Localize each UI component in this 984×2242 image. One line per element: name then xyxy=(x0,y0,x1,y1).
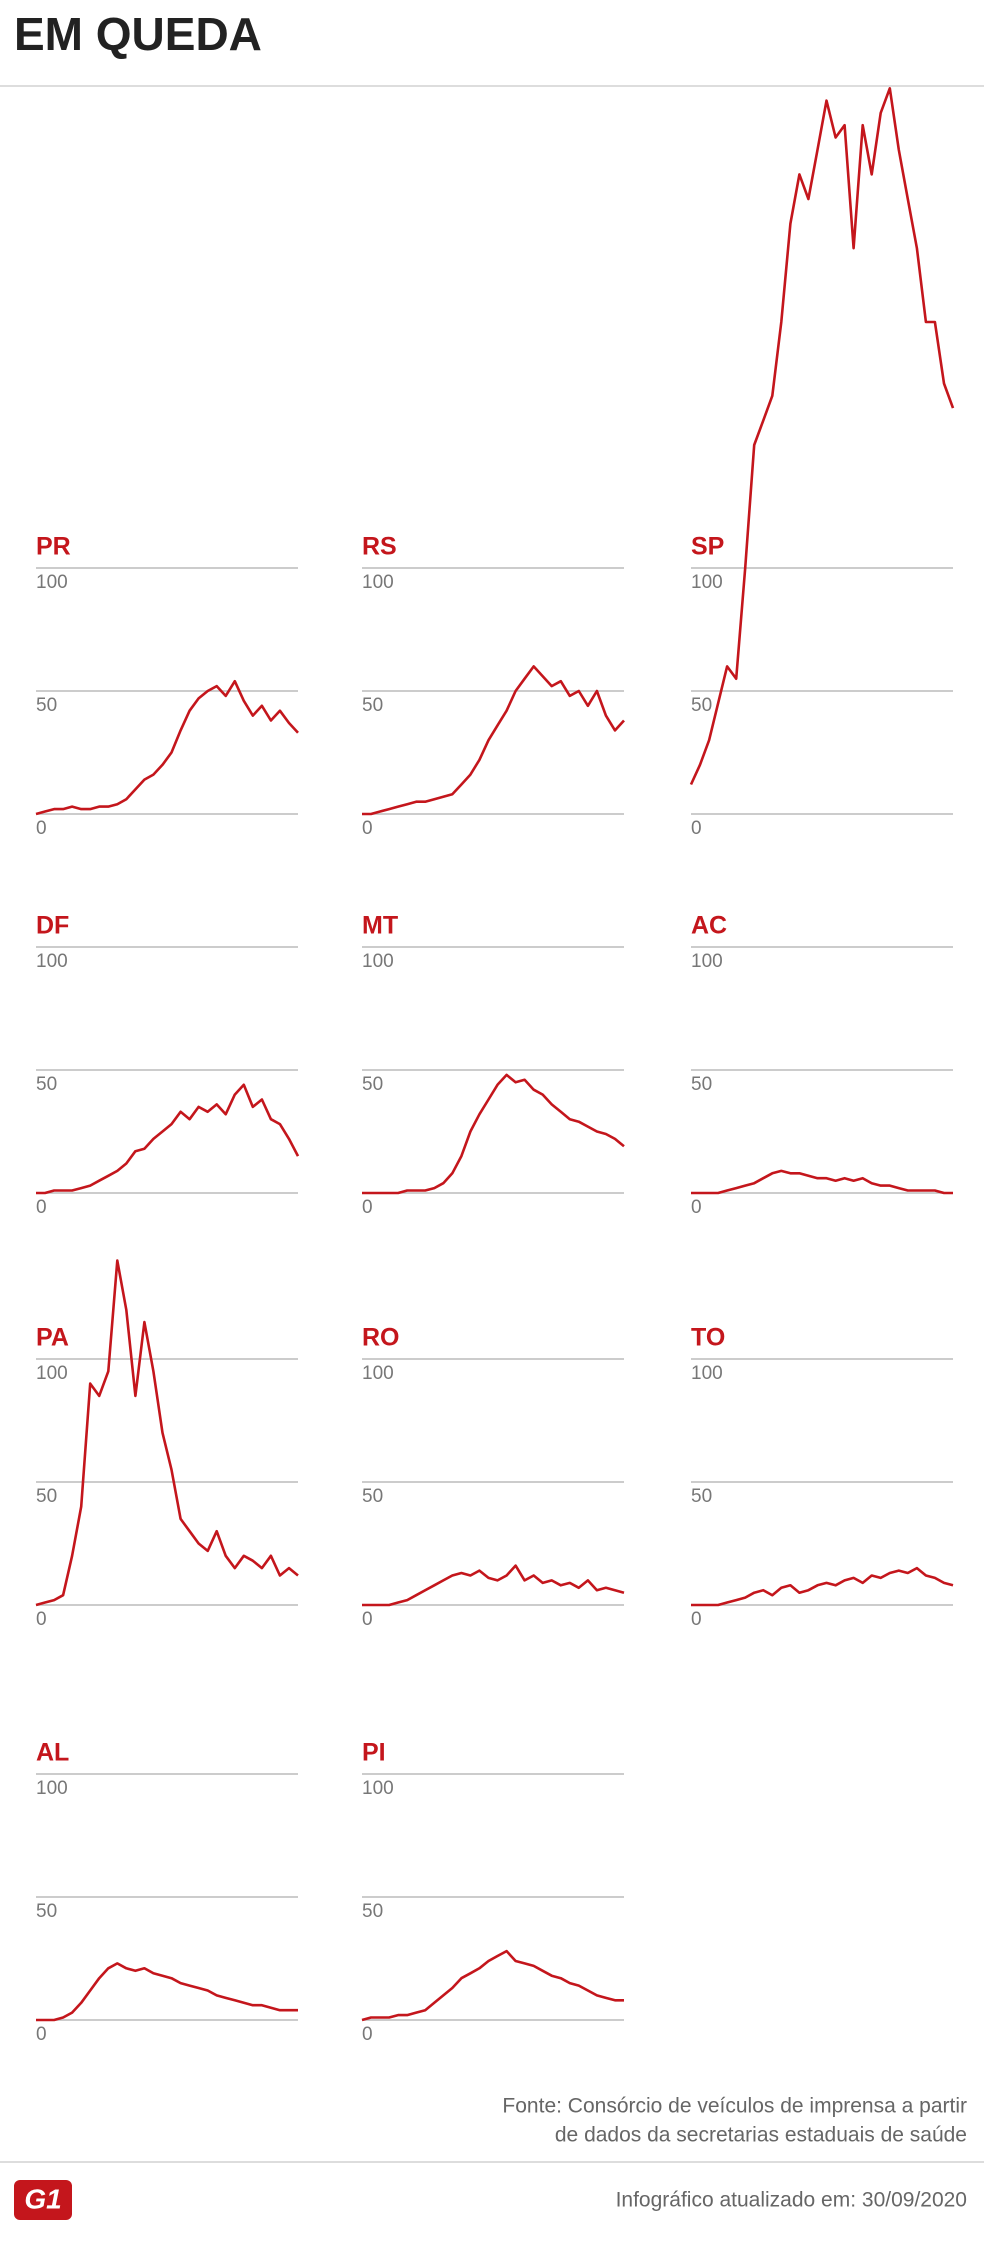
y-tick-label: 100 xyxy=(362,1363,394,1384)
y-tick-label: 0 xyxy=(362,1609,373,1630)
data-line xyxy=(362,1073,625,1195)
y-tick-label: 100 xyxy=(691,1363,723,1384)
updated-note: Infográfico atualizado em: 30/09/2020 xyxy=(616,2189,967,2212)
y-tick-label: 0 xyxy=(36,1197,47,1218)
y-tick-label: 100 xyxy=(691,951,723,972)
panel-title: SP xyxy=(691,533,724,561)
y-tick-label: 50 xyxy=(362,1901,383,1922)
y-tick-label: 50 xyxy=(36,1486,57,1507)
logo: G1 xyxy=(24,2183,61,2214)
y-tick-label: 0 xyxy=(36,1609,47,1630)
y-tick-label: 0 xyxy=(36,818,47,839)
y-tick-label: 100 xyxy=(36,1778,68,1799)
y-tick-label: 50 xyxy=(36,1901,57,1922)
y-tick-label: 0 xyxy=(36,2024,47,2045)
data-line xyxy=(361,1949,624,2022)
y-tick-label: 50 xyxy=(691,695,712,716)
y-tick-label: 50 xyxy=(36,1074,57,1095)
panel-title: AC xyxy=(691,912,727,940)
y-tick-label: 100 xyxy=(36,1363,68,1384)
source-line: de dados da secretarias estaduais de saú… xyxy=(555,2124,967,2147)
data-line xyxy=(362,665,625,816)
y-tick-label: 100 xyxy=(362,572,394,593)
source-line: Fonte: Consórcio de veículos de imprensa… xyxy=(502,2095,967,2118)
y-tick-label: 100 xyxy=(36,572,68,593)
y-tick-label: 50 xyxy=(36,695,57,716)
data-line xyxy=(36,1083,300,1195)
panel-title: PR xyxy=(36,533,71,561)
y-tick-label: 50 xyxy=(362,1074,383,1095)
y-tick-label: 0 xyxy=(362,2024,373,2045)
panel-title: AL xyxy=(36,1739,69,1767)
y-tick-label: 0 xyxy=(362,818,373,839)
panel-title: MT xyxy=(362,912,398,940)
y-tick-label: 50 xyxy=(362,1486,383,1507)
panel-title: RS xyxy=(362,533,397,561)
panel-title: DF xyxy=(36,912,69,940)
y-tick-label: 0 xyxy=(362,1197,373,1218)
panel-title: PI xyxy=(362,1739,386,1767)
y-tick-label: 100 xyxy=(362,951,394,972)
data-line xyxy=(691,1169,953,1195)
data-line xyxy=(362,1564,625,1607)
panel-title: TO xyxy=(691,1324,725,1352)
data-line xyxy=(36,1962,298,2022)
data-line xyxy=(35,1259,299,1607)
y-tick-label: 0 xyxy=(691,1609,702,1630)
data-line xyxy=(691,1566,954,1607)
data-line xyxy=(689,87,955,786)
y-tick-label: 50 xyxy=(691,1486,712,1507)
y-tick-label: 0 xyxy=(691,818,702,839)
panel-title: RO xyxy=(362,1324,400,1352)
logo-box xyxy=(14,2180,72,2220)
y-tick-label: 50 xyxy=(691,1074,712,1095)
data-line xyxy=(35,679,299,816)
page-title: EM QUEDA xyxy=(14,8,262,60)
y-tick-label: 100 xyxy=(36,951,68,972)
y-tick-label: 100 xyxy=(362,1778,394,1799)
y-tick-label: 100 xyxy=(691,572,723,593)
panel-title: PA xyxy=(36,1324,69,1352)
y-tick-label: 0 xyxy=(691,1197,702,1218)
y-tick-label: 50 xyxy=(362,695,383,716)
